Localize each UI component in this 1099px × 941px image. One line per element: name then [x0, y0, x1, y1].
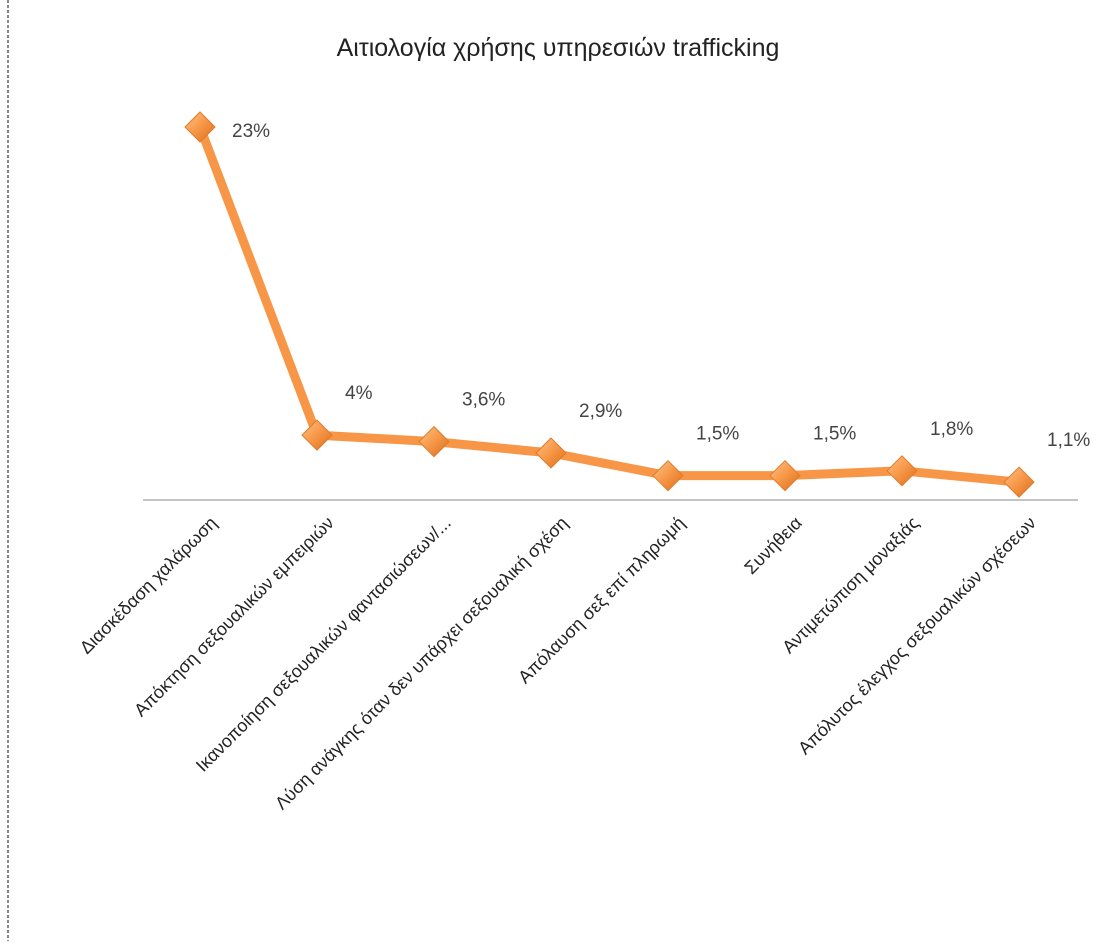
chart-title: Αιτιολογία χρήσης υπηρεσιών trafficking: [337, 34, 780, 62]
x-tick-label: Συνήθεια: [740, 513, 805, 578]
x-tick-label: Αντιμετώπιση μοναξιάς: [778, 512, 923, 657]
x-tick-label: Ικανοποίηση σεξουαλικών φαντασιώσεων/...: [192, 513, 455, 776]
diamond-marker: [418, 425, 450, 458]
diamond-marker: [652, 459, 684, 492]
data-label: 1,5%: [696, 424, 739, 445]
data-label: 4%: [345, 383, 373, 404]
diamond-marker: [1003, 466, 1035, 498]
diamond-marker: [769, 459, 801, 492]
diamond-marker: [886, 455, 918, 487]
diamond-marker: [301, 419, 333, 451]
diamond-marker: [184, 111, 216, 143]
data-label: 1,5%: [813, 424, 856, 445]
data-label: 1,1%: [1047, 430, 1090, 451]
data-line: [195, 125, 1020, 487]
diamond-marker: [535, 437, 567, 469]
data-label: 2,9%: [579, 401, 622, 422]
data-label: 3,6%: [462, 390, 505, 411]
x-tick-label: Απόλυτος έλεγχος σεξουαλικών σχέσεων: [794, 513, 1040, 759]
data-label: 1,8%: [930, 419, 973, 440]
data-label: 23%: [232, 121, 270, 142]
x-tick-label: Απόκτηση σεξουαλικών εμπειριών: [130, 513, 338, 721]
